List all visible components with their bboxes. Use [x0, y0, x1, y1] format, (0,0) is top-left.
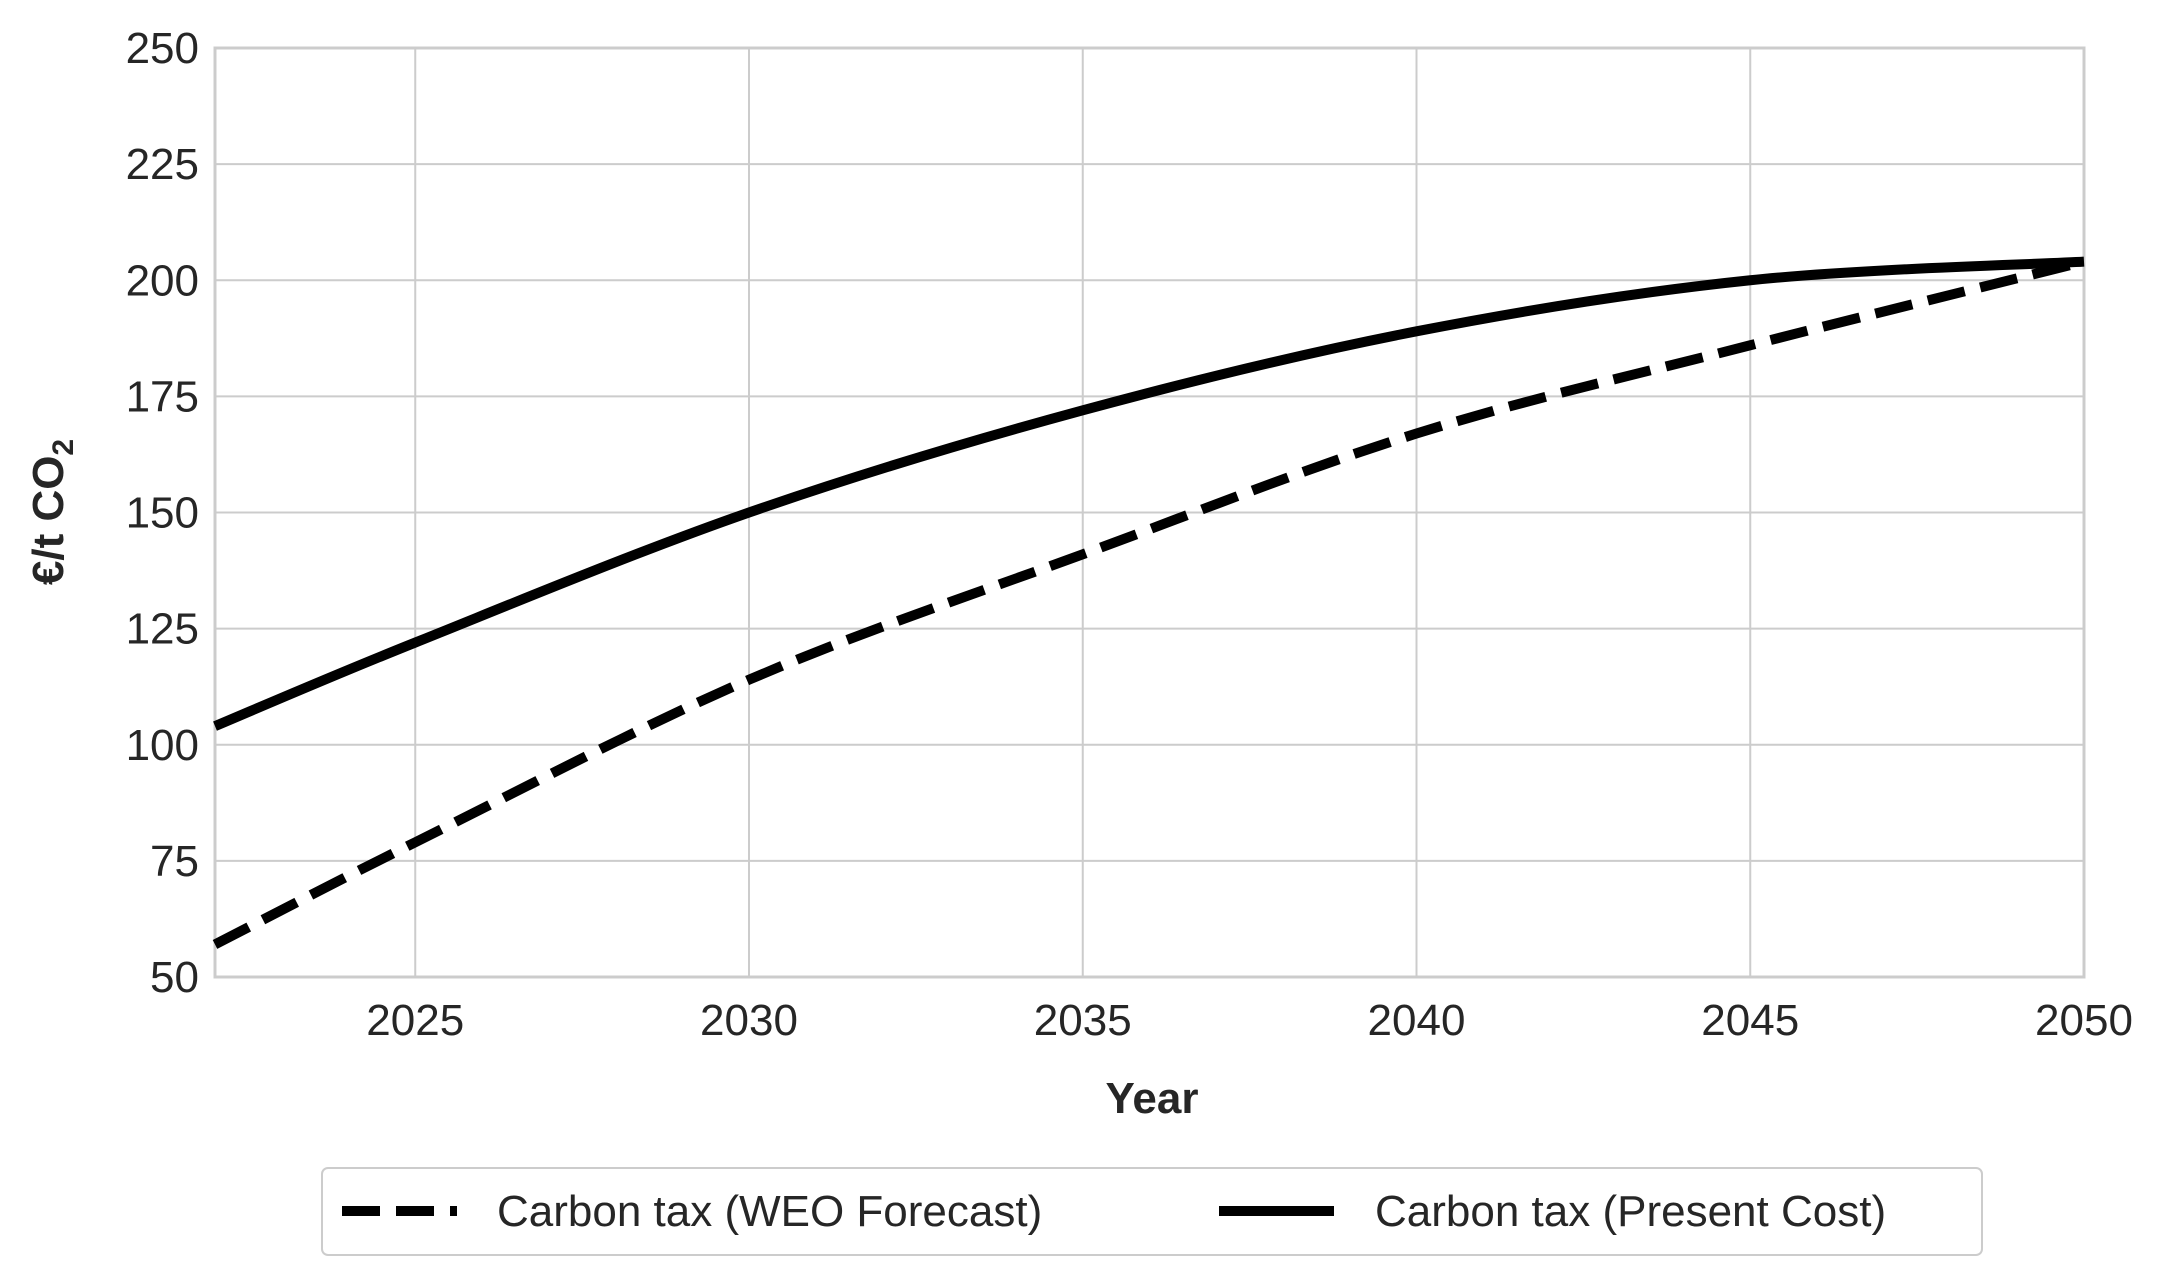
legend: Carbon tax (WEO Forecast) Carbon tax (Pr…	[321, 1167, 1983, 1256]
x-tick-label: 2050	[2035, 996, 2133, 1045]
y-tick-label: 150	[126, 489, 199, 538]
x-axis-ticks: 2025 2030 2035 2040 2045 2050	[366, 996, 2133, 1045]
x-tick-label: 2035	[1034, 996, 1132, 1045]
y-tick-label: 250	[126, 24, 199, 73]
x-tick-label: 2045	[1701, 996, 1799, 1045]
legend-box	[321, 1167, 1983, 1256]
y-axis-title: €/t CO2	[24, 439, 80, 585]
legend-label-weo: Carbon tax (WEO Forecast)	[497, 1187, 1042, 1236]
series-lines	[212, 256, 2086, 949]
x-axis-title: Year	[1106, 1074, 1199, 1123]
y-tick-label: 50	[150, 953, 199, 1002]
y-tick-label: 175	[126, 372, 199, 421]
x-tick-label: 2025	[366, 996, 464, 1045]
y-tick-label: 200	[126, 256, 199, 305]
y-tick-label: 100	[126, 721, 199, 770]
plot-frame	[213, 46, 2086, 979]
plot-area-border	[213, 46, 2086, 979]
legend-label-present-cost: Carbon tax (Present Cost)	[1375, 1187, 1886, 1236]
grid-lines	[215, 47, 2085, 978]
x-tick-label: 2030	[700, 996, 798, 1045]
x-tick-label: 2040	[1368, 996, 1466, 1045]
y-axis-title-main: €/t CO	[24, 456, 73, 586]
y-axis-ticks: 50 75 100 125 150 175 200 225 250	[126, 24, 199, 1002]
y-tick-label: 75	[150, 837, 199, 886]
series-line-present-cost	[213, 256, 2085, 731]
series-line-weo-forecast	[212, 256, 2086, 949]
y-tick-label: 225	[126, 140, 199, 189]
y-tick-label: 125	[126, 605, 199, 654]
y-axis-title-subscript: 2	[47, 439, 80, 456]
